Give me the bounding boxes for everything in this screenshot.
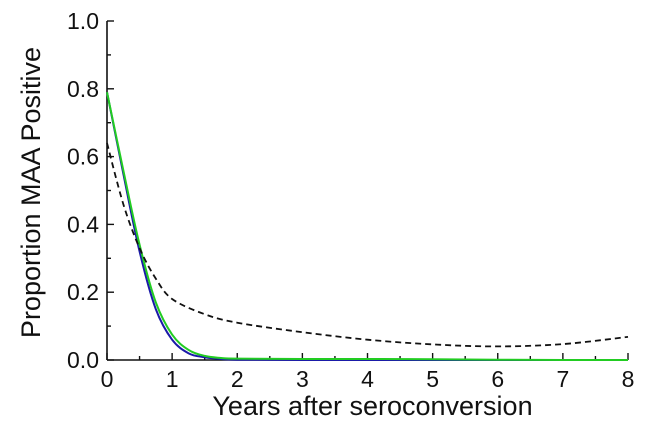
x-ticks: 0 1 2 3 4 5 6 7 8 <box>101 353 635 392</box>
x-tick-label: 7 <box>556 366 569 392</box>
x-tick-label: 2 <box>231 366 244 392</box>
x-tick-label: 0 <box>101 366 114 392</box>
series-line-2 <box>106 91 629 362</box>
y-tick-label: 0.4 <box>67 211 99 237</box>
x-tick-label: 3 <box>296 366 309 392</box>
y-ticks: 0.0 0.2 0.4 0.6 0.8 1.0 <box>67 8 114 373</box>
x-tick-label: 1 <box>166 366 179 392</box>
y-tick-label: 0.2 <box>67 279 99 305</box>
x-tick-label: 5 <box>426 366 439 392</box>
x-tick-label: 4 <box>361 366 374 392</box>
x-tick-label: 8 <box>622 366 635 392</box>
series-layer <box>106 91 629 362</box>
y-tick-label: 1.0 <box>67 8 99 34</box>
axes <box>106 21 628 361</box>
series-line-1 <box>106 92 628 362</box>
y-tick-label: 0.8 <box>67 76 99 102</box>
y-tick-label: 0.0 <box>67 347 99 373</box>
x-axis-title: Years after seroconversion <box>212 391 532 421</box>
x-tick-label: 6 <box>491 366 504 392</box>
y-tick-label: 0.6 <box>67 144 99 170</box>
series-line-3 <box>106 142 629 348</box>
y-axis-title: Proportion MAA Positive <box>16 47 46 338</box>
